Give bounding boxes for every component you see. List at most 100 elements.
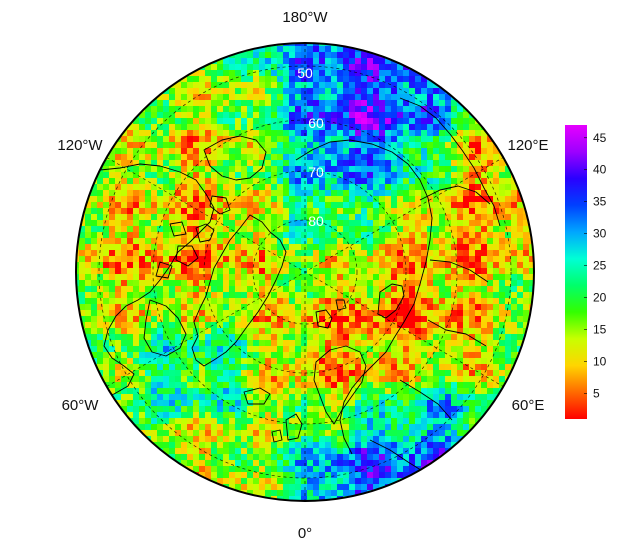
field-cell xyxy=(259,424,266,431)
field-cell xyxy=(187,430,194,437)
field-cell xyxy=(187,394,194,401)
field-cell xyxy=(187,274,194,281)
field-cell xyxy=(223,316,230,323)
field-cell xyxy=(493,322,500,329)
field-cell xyxy=(97,214,104,221)
field-cell xyxy=(199,184,206,191)
field-cell xyxy=(151,412,158,419)
field-cell xyxy=(415,262,422,269)
field-cell xyxy=(283,412,290,419)
field-cell xyxy=(115,316,122,323)
field-cell xyxy=(115,178,122,185)
field-cell xyxy=(223,124,230,131)
field-cell xyxy=(205,244,212,251)
field-cell xyxy=(163,430,170,437)
field-cell xyxy=(211,124,218,131)
field-cell xyxy=(385,202,392,209)
field-cell xyxy=(343,142,350,149)
field-cell xyxy=(205,484,212,491)
field-cell xyxy=(121,136,128,143)
field-cell xyxy=(139,322,146,329)
field-cell xyxy=(241,118,248,125)
field-cell xyxy=(427,112,434,119)
field-cell xyxy=(469,130,476,137)
field-cell xyxy=(463,280,470,287)
field-cell xyxy=(145,388,152,395)
field-cell xyxy=(97,238,104,245)
field-cell xyxy=(385,142,392,149)
field-cell xyxy=(379,316,386,323)
field-cell xyxy=(283,280,290,287)
field-cell xyxy=(289,466,296,473)
field-cell xyxy=(115,220,122,227)
field-cell xyxy=(535,262,542,269)
field-cell xyxy=(127,424,134,431)
field-cell xyxy=(385,280,392,287)
field-cell xyxy=(109,298,116,305)
field-cell xyxy=(223,388,230,395)
field-cell xyxy=(151,418,158,425)
field-cell xyxy=(409,418,416,425)
field-cell xyxy=(511,280,518,287)
field-cell xyxy=(151,292,158,299)
field-cell xyxy=(139,178,146,185)
field-cell xyxy=(265,424,272,431)
field-cell xyxy=(301,454,308,461)
field-cell xyxy=(217,316,224,323)
field-cell xyxy=(307,46,314,53)
field-cell xyxy=(313,442,320,449)
field-cell xyxy=(349,436,356,443)
field-cell xyxy=(409,424,416,431)
field-cell xyxy=(313,220,320,227)
field-cell xyxy=(403,418,410,425)
field-cell xyxy=(439,136,446,143)
field-cell xyxy=(103,244,110,251)
colorbar-gradient xyxy=(565,125,587,419)
field-cell xyxy=(307,340,314,347)
field-cell xyxy=(223,310,230,317)
field-cell xyxy=(127,298,134,305)
field-cell xyxy=(475,298,482,305)
field-cell xyxy=(421,202,428,209)
field-cell xyxy=(433,256,440,263)
field-cell xyxy=(307,334,314,341)
field-cell xyxy=(139,184,146,191)
field-cell xyxy=(79,226,86,233)
field-cell xyxy=(379,448,386,455)
field-cell xyxy=(391,472,398,479)
field-cell xyxy=(349,226,356,233)
field-cell xyxy=(385,106,392,113)
field-cell xyxy=(205,100,212,107)
field-cell xyxy=(469,316,476,323)
field-cell xyxy=(187,130,194,137)
graticule xyxy=(98,43,512,501)
field-cell xyxy=(127,136,134,143)
field-cell xyxy=(277,406,284,413)
field-cell xyxy=(85,310,92,317)
field-cell xyxy=(181,250,188,257)
field-cell xyxy=(307,130,314,137)
field-cell xyxy=(325,286,332,293)
field-cell xyxy=(169,232,176,239)
field-cell xyxy=(391,148,398,155)
field-cell xyxy=(211,208,218,215)
field-cell xyxy=(361,148,368,155)
field-cell xyxy=(307,256,314,263)
field-cell xyxy=(529,334,534,341)
field-cell xyxy=(355,64,362,71)
field-cell xyxy=(229,220,236,227)
field-cell xyxy=(217,106,224,113)
field-cell xyxy=(295,304,302,311)
field-cell xyxy=(199,82,206,89)
field-cell xyxy=(241,430,248,437)
field-cell xyxy=(427,88,434,95)
field-cell xyxy=(241,382,248,389)
field-cell xyxy=(457,124,464,131)
field-cell xyxy=(121,286,128,293)
field-cell xyxy=(475,346,482,353)
field-cell xyxy=(373,292,380,299)
field-cell xyxy=(379,430,386,437)
field-cell xyxy=(331,436,338,443)
field-cell xyxy=(199,460,206,467)
field-cell xyxy=(505,364,512,371)
